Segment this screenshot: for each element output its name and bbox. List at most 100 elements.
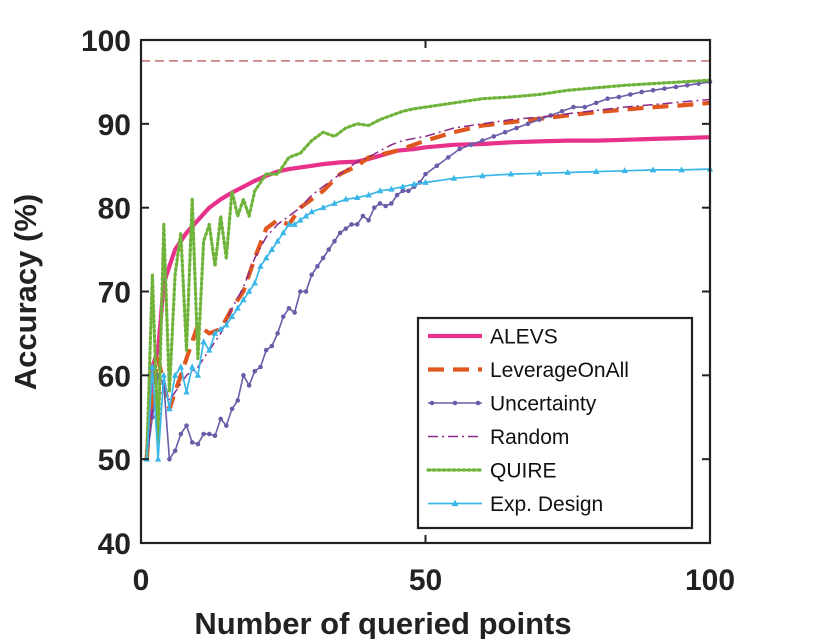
x-tick-label: 50 — [409, 564, 442, 597]
series-line — [145, 98, 711, 460]
legend-marker — [475, 400, 481, 406]
data-point — [240, 296, 247, 303]
data-point — [177, 363, 185, 370]
data-point — [507, 170, 515, 177]
data-point — [605, 96, 610, 101]
data-point — [331, 199, 338, 206]
data-point — [194, 371, 202, 378]
data-point — [218, 416, 223, 422]
legend-label: QUIRE — [490, 460, 557, 483]
data-point — [349, 222, 354, 227]
data-point — [450, 174, 458, 181]
legend-entry: LeverageOnAll — [428, 359, 629, 382]
data-point — [315, 264, 320, 269]
data-point — [201, 431, 206, 437]
data-point — [206, 431, 212, 437]
series-leverageonall — [144, 100, 711, 460]
data-point — [257, 262, 264, 269]
data-point — [212, 433, 218, 438]
ticks-layer: 40 50 60 70 80 90 100 0 50 100 — [81, 25, 735, 597]
data-point — [559, 108, 565, 114]
data-point — [217, 325, 224, 332]
data-point — [394, 192, 400, 198]
data-point — [354, 194, 361, 201]
data-point — [593, 100, 599, 106]
legend-entry: Random — [428, 426, 569, 449]
data-point — [479, 172, 486, 179]
data-point — [582, 104, 588, 110]
series-layer — [143, 78, 714, 462]
legend-entry: Exp. Design — [428, 493, 603, 516]
data-point — [178, 431, 184, 437]
legend-label: LeverageOnAll — [490, 359, 629, 382]
data-point — [285, 220, 293, 227]
series-exp-design — [143, 165, 714, 462]
data-point — [303, 289, 309, 294]
x-tick-label: 100 — [685, 564, 735, 597]
data-point — [650, 88, 656, 93]
legend-box — [416, 316, 694, 530]
legend-entry: ALEVS — [428, 326, 558, 349]
data-point — [258, 364, 263, 370]
data-point — [269, 343, 275, 349]
y-axis-label: Accuracy (%) — [8, 194, 43, 390]
data-point — [445, 155, 451, 160]
data-point — [621, 167, 628, 174]
data-point — [377, 201, 383, 206]
data-point — [280, 314, 286, 319]
x-tick-label: 0 — [133, 564, 150, 597]
data-point — [320, 255, 326, 261]
data-point — [332, 238, 337, 244]
data-point — [468, 142, 474, 148]
data-point — [297, 216, 304, 223]
data-point — [160, 371, 167, 378]
data-point — [275, 331, 280, 336]
data-point — [291, 220, 298, 227]
data-point — [319, 204, 327, 211]
x-axis-label: Number of queried points — [194, 606, 571, 639]
data-point — [422, 178, 429, 185]
data-point — [274, 237, 281, 244]
data-point — [457, 146, 462, 152]
data-point — [298, 289, 303, 294]
legend-label: Exp. Design — [490, 493, 603, 516]
data-point — [371, 205, 377, 210]
y-tick-label: 40 — [98, 528, 131, 561]
data-point — [383, 203, 388, 209]
data-point — [189, 440, 195, 445]
data-point — [337, 230, 343, 236]
data-point — [235, 398, 241, 403]
data-point — [228, 313, 236, 320]
data-point — [167, 456, 172, 462]
data-point — [678, 166, 685, 173]
series-quire — [145, 78, 712, 461]
data-point — [423, 171, 428, 177]
data-point — [616, 94, 622, 100]
data-point — [189, 363, 196, 370]
series-uncertainty — [144, 79, 713, 462]
data-point — [491, 134, 497, 139]
legend-entry: QUIRE — [426, 460, 557, 483]
data-point — [234, 304, 241, 311]
data-point — [537, 117, 542, 122]
y-tick-label: 80 — [98, 193, 131, 226]
data-point — [286, 305, 292, 311]
data-point — [166, 405, 173, 412]
series-line — [144, 100, 711, 460]
data-point — [149, 363, 156, 370]
data-point — [224, 423, 229, 428]
data-point — [184, 423, 189, 428]
data-point — [406, 188, 411, 194]
data-point — [268, 245, 276, 252]
data-point — [514, 125, 519, 131]
data-point — [262, 254, 270, 261]
data-point — [280, 229, 287, 236]
data-point — [525, 121, 531, 127]
data-point — [684, 82, 690, 88]
legend-label: ALEVS — [490, 326, 558, 349]
data-point — [183, 388, 190, 395]
data-point — [649, 166, 657, 173]
data-point — [263, 347, 269, 353]
y-tick-label: 100 — [81, 25, 131, 58]
